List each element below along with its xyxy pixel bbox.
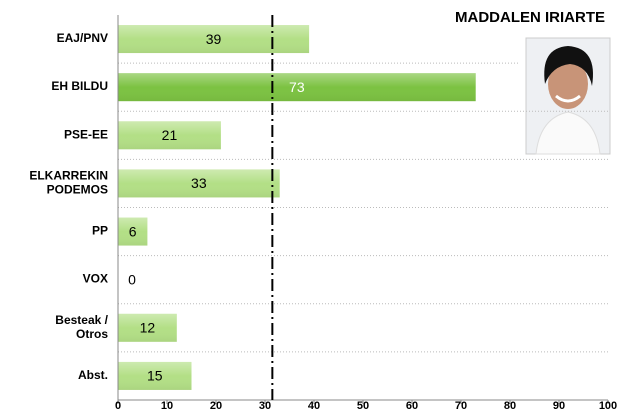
- x-tick-label: 40: [308, 400, 320, 412]
- x-tick-label: 0: [115, 400, 121, 412]
- value-label: 0: [128, 271, 136, 287]
- bar-shine: [118, 313, 177, 342]
- portrait: [525, 37, 611, 155]
- value-label: 6: [129, 223, 137, 239]
- y-tick-label-line: EAJ/PNV: [57, 31, 108, 45]
- bar-shine: [118, 169, 280, 198]
- x-tick-label: 70: [455, 400, 467, 412]
- bar-shine: [118, 361, 192, 390]
- y-tick-label: VOX: [83, 272, 108, 286]
- value-label: 12: [140, 320, 156, 336]
- value-label: 39: [206, 31, 222, 47]
- x-tick-label: 80: [504, 400, 516, 412]
- y-tick-label-line: Otros: [76, 327, 108, 341]
- x-tick-label: 90: [553, 400, 565, 412]
- y-tick-label: Abst.: [78, 368, 108, 382]
- x-tick-label: 50: [357, 400, 369, 412]
- bar-shine: [118, 217, 148, 246]
- y-tick-label: Besteak / Otros: [55, 313, 108, 341]
- y-tick-label: PP: [92, 224, 108, 238]
- x-tick-label: 10: [161, 400, 173, 412]
- x-tick-label: 100: [599, 400, 617, 412]
- y-tick-label-line: Besteak /: [55, 313, 108, 327]
- y-tick-label-line: VOX: [83, 272, 108, 286]
- y-tick-label-line: PODEMOS: [47, 183, 108, 197]
- x-tick-label: 30: [259, 400, 271, 412]
- value-label: 15: [147, 368, 163, 384]
- x-tick-label: 60: [406, 400, 418, 412]
- chart-title: MADDALEN IRIARTE: [455, 9, 605, 26]
- value-label: 21: [162, 127, 178, 143]
- y-tick-label-line: ELKARREKIN: [29, 169, 108, 183]
- y-tick-label: PSE-EE: [64, 127, 108, 141]
- y-tick-label-line: PP: [92, 224, 108, 238]
- bar-shine: [118, 25, 310, 54]
- y-tick-label: EAJ/PNV: [57, 31, 108, 45]
- y-tick-label-line: PSE-EE: [64, 127, 108, 141]
- x-tick-label: 20: [210, 400, 222, 412]
- value-label: 33: [191, 175, 207, 191]
- y-tick-label: EH BILDU: [51, 79, 108, 93]
- y-tick-label-line: EH BILDU: [51, 79, 108, 93]
- bar-shine: [118, 73, 476, 102]
- bar-shine: [118, 121, 221, 150]
- value-label: 73: [289, 79, 305, 95]
- y-tick-label: ELKARREKIN PODEMOS: [29, 169, 108, 197]
- y-tick-label-line: Abst.: [78, 368, 108, 382]
